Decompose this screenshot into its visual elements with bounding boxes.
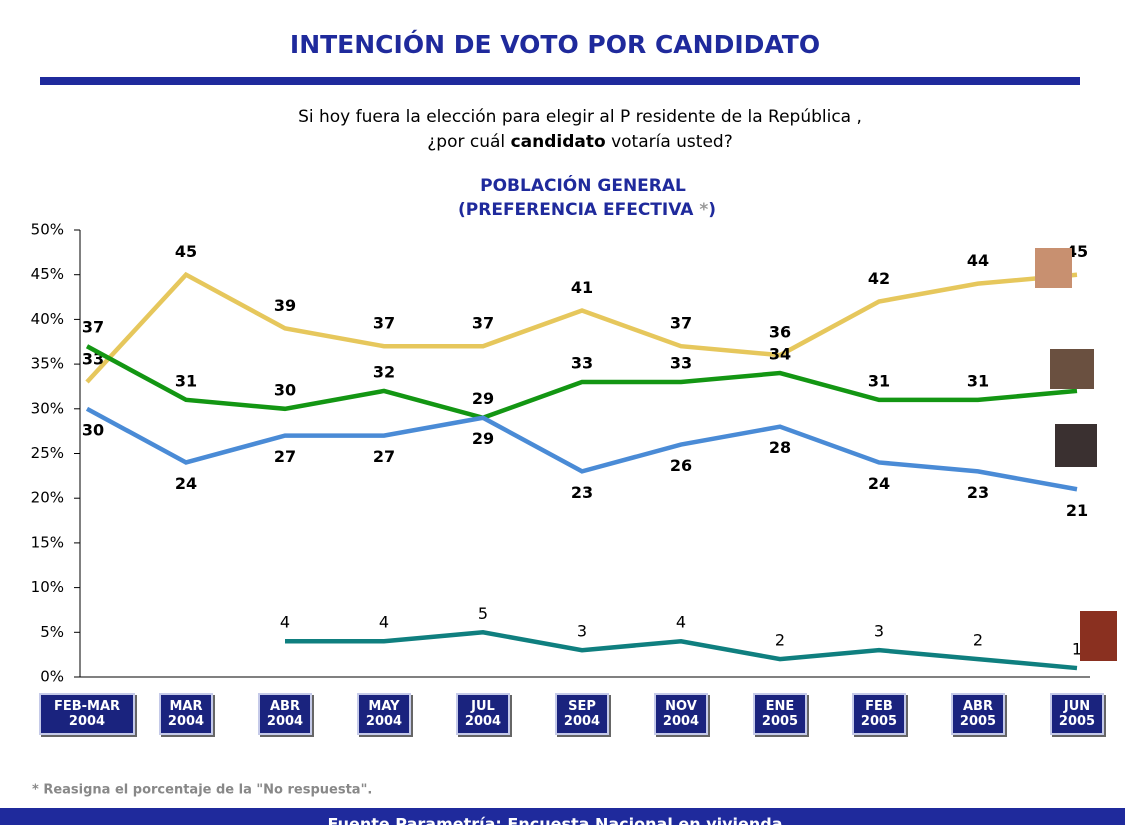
data-label: 31: [967, 371, 989, 390]
y-tick-label: 10%: [31, 578, 64, 596]
question-c: votaría usted?: [611, 132, 733, 152]
y-tick-label: 35%: [31, 355, 64, 373]
chart-subtitle-star: *: [699, 200, 708, 220]
chart-subtitle: (PREFERENCIA EFECTIVA *): [458, 200, 716, 220]
data-label: 27: [274, 447, 296, 466]
data-label: 27: [373, 447, 395, 466]
y-tick-label: 25%: [31, 444, 64, 462]
data-label: 41: [571, 278, 593, 297]
x-tick-label: FEB-MAR 2004: [39, 693, 135, 735]
data-label: 1: [1072, 640, 1082, 659]
x-tick-label: ENE 2005: [753, 693, 807, 735]
data-label: 5: [478, 604, 488, 623]
data-label: 24: [868, 474, 890, 493]
data-label: 37: [82, 318, 104, 337]
data-label: 32: [373, 362, 395, 381]
data-label: 31: [868, 371, 890, 390]
x-tick-label: MAY 2004: [357, 693, 411, 735]
data-label: 31: [175, 371, 197, 390]
data-label: 30: [82, 420, 104, 439]
question-a: ¿por cuál: [427, 132, 505, 152]
data-label: 34: [769, 345, 791, 364]
series-line: [85, 406, 1078, 492]
title-rule: [40, 77, 1080, 85]
x-tick-label: JUN 2005: [1050, 693, 1104, 735]
source: Fuente Parametría: Encuesta Nacional en …: [327, 815, 782, 825]
data-label: 37: [373, 314, 395, 333]
x-tick-label: NOV 2004: [654, 693, 708, 735]
y-tick-label: 5%: [40, 623, 64, 641]
data-label: 26: [670, 456, 692, 475]
series-line: [85, 344, 1078, 421]
x-tick-label: ABR 2004: [258, 693, 312, 735]
data-label: 39: [274, 296, 296, 315]
data-label: 44: [967, 251, 989, 270]
data-label: 37: [472, 314, 494, 333]
candidate-photo: [1080, 611, 1117, 661]
y-tick-label: 15%: [31, 533, 64, 551]
title: INTENCIÓN DE VOTO POR CANDIDATO: [290, 29, 820, 59]
series-line: [85, 271, 1078, 384]
x-tick-label: FEB 2005: [852, 693, 906, 735]
data-label: 3: [577, 622, 587, 641]
data-label: 4: [280, 613, 290, 632]
data-label: 23: [571, 483, 593, 502]
data-label: 29: [472, 429, 494, 448]
x-tick-label: JUL 2004: [456, 693, 510, 735]
data-label: 29: [472, 389, 494, 408]
data-label: 4: [379, 613, 389, 632]
data-label: 24: [175, 474, 197, 493]
y-tick-label: 20%: [31, 489, 64, 507]
data-label: 33: [571, 353, 593, 372]
series-line: [285, 630, 1078, 671]
candidate-photo: [1035, 248, 1072, 288]
x-tick-label: ABR 2005: [951, 693, 1005, 735]
data-label: 37: [670, 314, 692, 333]
data-label: 42: [868, 269, 890, 288]
y-tick-label: 30%: [31, 399, 64, 417]
candidate-photo: [1050, 349, 1094, 389]
y-tick-label: 45%: [31, 265, 64, 283]
footer-bar: [0, 808, 1125, 825]
footnote: * Reasigna el porcentaje de la "No respu…: [32, 783, 372, 798]
y-tick-label: 50%: [31, 221, 64, 239]
data-label: 30: [274, 380, 296, 399]
data-label: 45: [175, 242, 197, 261]
x-tick-label: MAR 2004: [159, 693, 213, 735]
question-b: candidato: [511, 132, 606, 152]
chart-title: POBLACIÓN GENERAL: [480, 174, 686, 196]
data-label: 36: [769, 323, 791, 342]
data-label: 2: [775, 631, 785, 650]
data-label: 2: [973, 631, 983, 650]
y-tick-label: 40%: [31, 310, 64, 328]
data-label: 33: [670, 353, 692, 372]
chart-subtitle-a: (PREFERENCIA EFECTIVA: [458, 200, 694, 220]
chart-subtitle-b: ): [708, 200, 716, 220]
data-label: 4: [676, 613, 686, 632]
candidate-photo: [1055, 424, 1097, 467]
data-label: 3: [874, 622, 884, 641]
question: ¿por cuál candidato votaría usted?: [427, 132, 732, 152]
x-tick-label: SEP 2004: [555, 693, 609, 735]
data-label: 21: [1066, 501, 1088, 520]
data-label: 28: [769, 438, 791, 457]
y-tick-label: 0%: [40, 668, 64, 686]
subtitle: Si hoy fuera la elección para elegir al …: [298, 107, 862, 127]
data-label: 23: [967, 483, 989, 502]
